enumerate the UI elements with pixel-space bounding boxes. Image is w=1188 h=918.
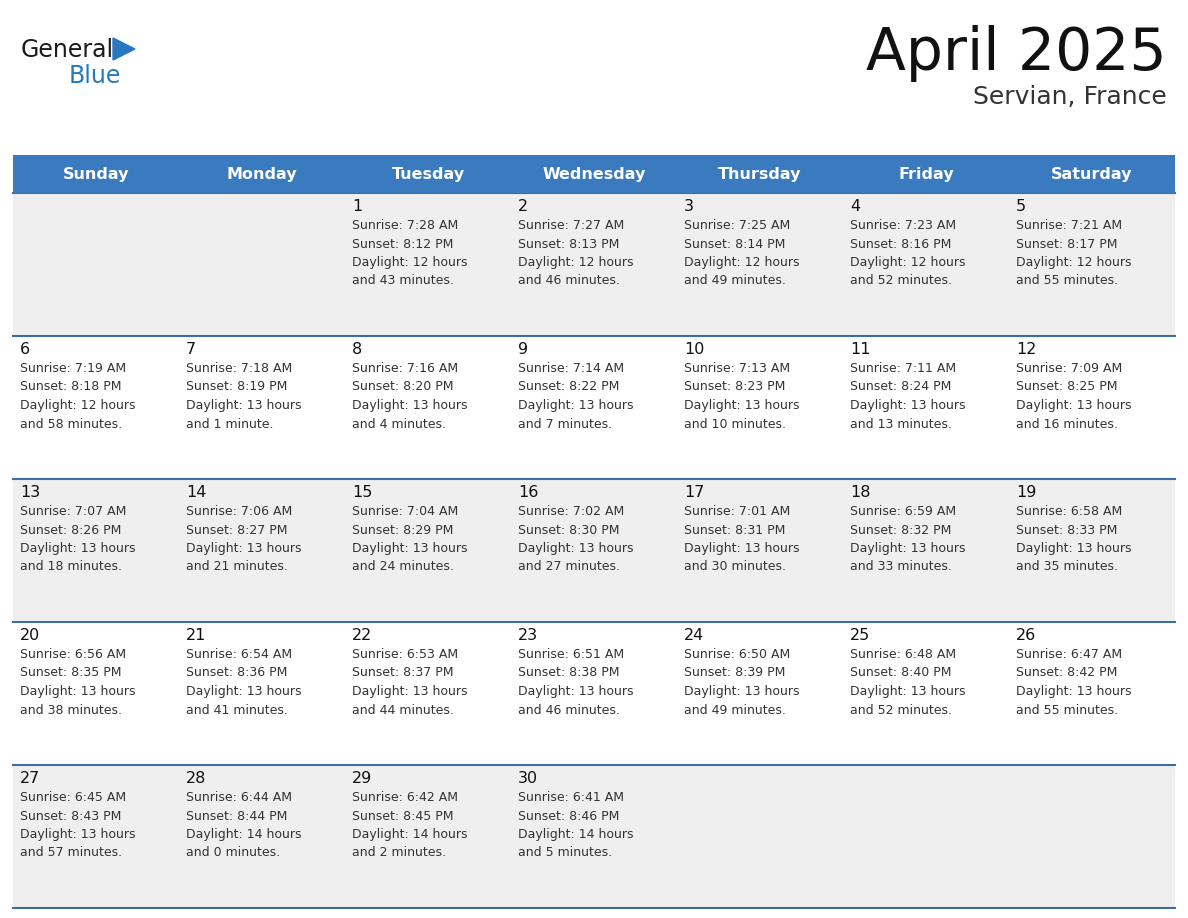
Text: Sunrise: 7:13 AM
Sunset: 8:23 PM
Daylight: 13 hours
and 10 minutes.: Sunrise: 7:13 AM Sunset: 8:23 PM Dayligh… [684, 362, 800, 431]
Text: Sunrise: 7:07 AM
Sunset: 8:26 PM
Daylight: 13 hours
and 18 minutes.: Sunrise: 7:07 AM Sunset: 8:26 PM Dayligh… [20, 505, 135, 574]
Text: Sunrise: 7:27 AM
Sunset: 8:13 PM
Daylight: 12 hours
and 46 minutes.: Sunrise: 7:27 AM Sunset: 8:13 PM Dayligh… [518, 219, 633, 287]
Bar [13, 479, 1175, 622]
Text: 30: 30 [518, 771, 538, 786]
Text: 15: 15 [352, 485, 372, 500]
Text: 18: 18 [849, 485, 871, 500]
Text: Sunrise: 6:58 AM
Sunset: 8:33 PM
Daylight: 13 hours
and 35 minutes.: Sunrise: 6:58 AM Sunset: 8:33 PM Dayligh… [1016, 505, 1131, 574]
Text: Tuesday: Tuesday [391, 166, 465, 182]
Text: Sunrise: 6:56 AM
Sunset: 8:35 PM
Daylight: 13 hours
and 38 minutes.: Sunrise: 6:56 AM Sunset: 8:35 PM Dayligh… [20, 648, 135, 717]
Text: 16: 16 [518, 485, 538, 500]
Text: 3: 3 [684, 199, 694, 214]
Text: 14: 14 [187, 485, 207, 500]
Text: Sunrise: 7:02 AM
Sunset: 8:30 PM
Daylight: 13 hours
and 27 minutes.: Sunrise: 7:02 AM Sunset: 8:30 PM Dayligh… [518, 505, 633, 574]
Bar [13, 622, 1175, 765]
Text: General: General [21, 38, 114, 62]
Text: Sunrise: 6:53 AM
Sunset: 8:37 PM
Daylight: 13 hours
and 44 minutes.: Sunrise: 6:53 AM Sunset: 8:37 PM Dayligh… [352, 648, 468, 717]
Text: Sunrise: 6:51 AM
Sunset: 8:38 PM
Daylight: 13 hours
and 46 minutes.: Sunrise: 6:51 AM Sunset: 8:38 PM Dayligh… [518, 648, 633, 717]
Text: Sunrise: 7:01 AM
Sunset: 8:31 PM
Daylight: 13 hours
and 30 minutes.: Sunrise: 7:01 AM Sunset: 8:31 PM Dayligh… [684, 505, 800, 574]
Text: 13: 13 [20, 485, 40, 500]
Text: Saturday: Saturday [1051, 166, 1132, 182]
Text: Sunrise: 6:59 AM
Sunset: 8:32 PM
Daylight: 13 hours
and 33 minutes.: Sunrise: 6:59 AM Sunset: 8:32 PM Dayligh… [849, 505, 966, 574]
Polygon shape [113, 38, 135, 60]
Text: Sunrise: 7:11 AM
Sunset: 8:24 PM
Daylight: 13 hours
and 13 minutes.: Sunrise: 7:11 AM Sunset: 8:24 PM Dayligh… [849, 362, 966, 431]
Text: Sunrise: 7:06 AM
Sunset: 8:27 PM
Daylight: 13 hours
and 21 minutes.: Sunrise: 7:06 AM Sunset: 8:27 PM Dayligh… [187, 505, 302, 574]
Text: April 2025: April 2025 [866, 25, 1167, 82]
Text: 2: 2 [518, 199, 529, 214]
Text: 29: 29 [352, 771, 372, 786]
Text: 24: 24 [684, 628, 704, 643]
Text: 25: 25 [849, 628, 871, 643]
Text: Sunrise: 7:09 AM
Sunset: 8:25 PM
Daylight: 13 hours
and 16 minutes.: Sunrise: 7:09 AM Sunset: 8:25 PM Dayligh… [1016, 362, 1131, 431]
Text: Sunday: Sunday [63, 166, 129, 182]
Text: Sunrise: 7:16 AM
Sunset: 8:20 PM
Daylight: 13 hours
and 4 minutes.: Sunrise: 7:16 AM Sunset: 8:20 PM Dayligh… [352, 362, 468, 431]
Text: 11: 11 [849, 342, 871, 357]
Text: 27: 27 [20, 771, 40, 786]
Text: 21: 21 [187, 628, 207, 643]
Text: Sunrise: 7:19 AM
Sunset: 8:18 PM
Daylight: 12 hours
and 58 minutes.: Sunrise: 7:19 AM Sunset: 8:18 PM Dayligh… [20, 362, 135, 431]
Text: Monday: Monday [227, 166, 297, 182]
Text: Sunrise: 6:47 AM
Sunset: 8:42 PM
Daylight: 13 hours
and 55 minutes.: Sunrise: 6:47 AM Sunset: 8:42 PM Dayligh… [1016, 648, 1131, 717]
Text: 1: 1 [352, 199, 362, 214]
Text: 4: 4 [849, 199, 860, 214]
Bar [13, 765, 1175, 908]
Text: Sunrise: 6:54 AM
Sunset: 8:36 PM
Daylight: 13 hours
and 41 minutes.: Sunrise: 6:54 AM Sunset: 8:36 PM Dayligh… [187, 648, 302, 717]
Bar [13, 193, 1175, 336]
Text: Sunrise: 7:28 AM
Sunset: 8:12 PM
Daylight: 12 hours
and 43 minutes.: Sunrise: 7:28 AM Sunset: 8:12 PM Dayligh… [352, 219, 468, 287]
Text: Servian, France: Servian, France [973, 85, 1167, 109]
Text: 9: 9 [518, 342, 529, 357]
Text: 17: 17 [684, 485, 704, 500]
Text: 8: 8 [352, 342, 362, 357]
Bar [13, 336, 1175, 479]
Text: Friday: Friday [898, 166, 954, 182]
Text: 19: 19 [1016, 485, 1036, 500]
Text: 26: 26 [1016, 628, 1036, 643]
Text: Sunrise: 6:44 AM
Sunset: 8:44 PM
Daylight: 14 hours
and 0 minutes.: Sunrise: 6:44 AM Sunset: 8:44 PM Dayligh… [187, 791, 302, 859]
Text: 7: 7 [187, 342, 196, 357]
Text: Sunrise: 6:50 AM
Sunset: 8:39 PM
Daylight: 13 hours
and 49 minutes.: Sunrise: 6:50 AM Sunset: 8:39 PM Dayligh… [684, 648, 800, 717]
Text: Sunrise: 7:18 AM
Sunset: 8:19 PM
Daylight: 13 hours
and 1 minute.: Sunrise: 7:18 AM Sunset: 8:19 PM Dayligh… [187, 362, 302, 431]
Text: Sunrise: 6:42 AM
Sunset: 8:45 PM
Daylight: 14 hours
and 2 minutes.: Sunrise: 6:42 AM Sunset: 8:45 PM Dayligh… [352, 791, 468, 859]
Text: Sunrise: 6:45 AM
Sunset: 8:43 PM
Daylight: 13 hours
and 57 minutes.: Sunrise: 6:45 AM Sunset: 8:43 PM Dayligh… [20, 791, 135, 859]
Text: Sunrise: 7:04 AM
Sunset: 8:29 PM
Daylight: 13 hours
and 24 minutes.: Sunrise: 7:04 AM Sunset: 8:29 PM Dayligh… [352, 505, 468, 574]
Text: 6: 6 [20, 342, 30, 357]
Text: Wednesday: Wednesday [542, 166, 646, 182]
Text: 10: 10 [684, 342, 704, 357]
Text: 5: 5 [1016, 199, 1026, 214]
Text: 23: 23 [518, 628, 538, 643]
Text: 22: 22 [352, 628, 372, 643]
Text: 28: 28 [187, 771, 207, 786]
Text: 12: 12 [1016, 342, 1036, 357]
Bar [13, 155, 1175, 193]
Text: Blue: Blue [69, 64, 121, 88]
Text: Sunrise: 7:25 AM
Sunset: 8:14 PM
Daylight: 12 hours
and 49 minutes.: Sunrise: 7:25 AM Sunset: 8:14 PM Dayligh… [684, 219, 800, 287]
Text: 20: 20 [20, 628, 40, 643]
Text: Thursday: Thursday [719, 166, 802, 182]
Text: Sunrise: 6:41 AM
Sunset: 8:46 PM
Daylight: 14 hours
and 5 minutes.: Sunrise: 6:41 AM Sunset: 8:46 PM Dayligh… [518, 791, 633, 859]
Text: Sunrise: 6:48 AM
Sunset: 8:40 PM
Daylight: 13 hours
and 52 minutes.: Sunrise: 6:48 AM Sunset: 8:40 PM Dayligh… [849, 648, 966, 717]
Text: Sunrise: 7:23 AM
Sunset: 8:16 PM
Daylight: 12 hours
and 52 minutes.: Sunrise: 7:23 AM Sunset: 8:16 PM Dayligh… [849, 219, 966, 287]
Text: Sunrise: 7:21 AM
Sunset: 8:17 PM
Daylight: 12 hours
and 55 minutes.: Sunrise: 7:21 AM Sunset: 8:17 PM Dayligh… [1016, 219, 1131, 287]
Text: Sunrise: 7:14 AM
Sunset: 8:22 PM
Daylight: 13 hours
and 7 minutes.: Sunrise: 7:14 AM Sunset: 8:22 PM Dayligh… [518, 362, 633, 431]
